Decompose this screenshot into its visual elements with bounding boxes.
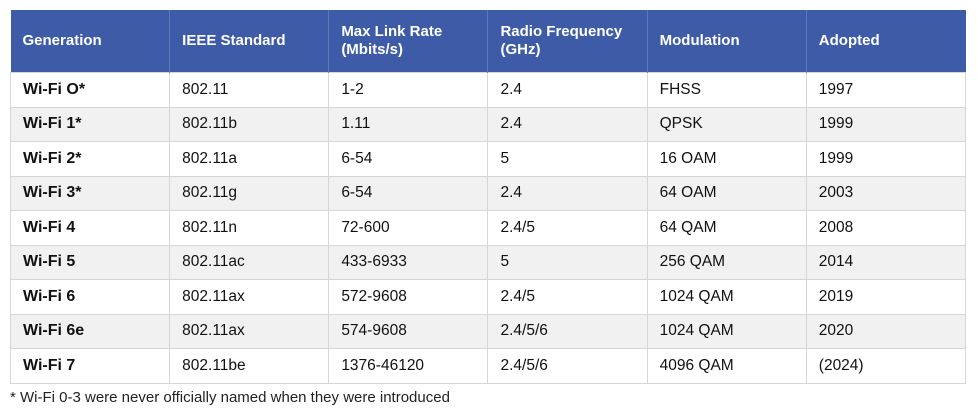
table-cell: 2.4 [487, 72, 648, 108]
table-cell: 1376-46120 [328, 348, 489, 384]
table-cell: 2014 [805, 244, 967, 280]
table-cell: 802.11n [169, 210, 330, 246]
table-row: Wi-Fi 5 802.11ac 433-6933 5 256 QAM 2014 [9, 244, 967, 280]
table-cell: 72-600 [328, 210, 489, 246]
header-cell: Max Link Rate (Mbits/s) [328, 10, 488, 73]
table-cell: 2.4/5 [487, 279, 648, 315]
generation-cell: Wi-Fi 3* [9, 175, 171, 211]
table-cell: 1.11 [328, 106, 489, 142]
table-cell: 802.11g [169, 175, 330, 211]
table-cell: 2.4/5 [487, 210, 648, 246]
table-row: Wi-Fi O* 802.11 1-2 2.4 FHSS 1997 [9, 72, 967, 108]
table-cell: 1999 [805, 106, 967, 142]
table-cell: 2.4 [487, 175, 648, 211]
generation-cell: Wi-Fi O* [9, 72, 171, 108]
table-cell: 1-2 [328, 72, 489, 108]
wifi-table: Generation IEEE Standard Max Link Rate (Mb… [9, 10, 967, 384]
table-cell: 2008 [805, 210, 967, 246]
footnote: * Wi-Fi 0-3 were never officially named … [10, 389, 450, 406]
table-cell: 6-54 [328, 141, 489, 177]
header-cell: IEEE Standard [169, 10, 329, 73]
table-cell: 802.11be [169, 348, 330, 384]
table-cell: 433-6933 [328, 244, 489, 280]
header-cell: Adopted [805, 10, 966, 73]
table-cell: 1997 [805, 72, 967, 108]
table-cell: 802.11 [169, 72, 330, 108]
header-cell: Radio Frequency (GHz) [487, 10, 648, 73]
generation-cell: Wi-Fi 5 [9, 244, 171, 280]
table-row: Wi-Fi 6 802.11ax 572-9608 2.4/5 1024 QAM 2019 [9, 279, 967, 315]
table-cell: 572-9608 [328, 279, 489, 315]
table-cell: 2020 [805, 313, 967, 349]
table-cell: 574-9608 [328, 313, 489, 349]
table-row: Wi-Fi 1* 802.11b 1.11 2.4 QPSK 1999 [9, 106, 967, 142]
table-cell: 5 [487, 141, 648, 177]
header-cell: Generation [10, 10, 170, 73]
table-cell: 16 OAM [646, 141, 807, 177]
table-container: Generation IEEE Standard Max Link Rate (Mb… [9, 10, 967, 384]
header-cell: Modulation [646, 10, 807, 73]
table-row: Wi-Fi 6e 802.11ax 574-9608 2.4/5/6 1024 QAM 2… [9, 313, 967, 349]
table-cell: FHSS [646, 72, 807, 108]
table-cell: 1024 QAM [646, 313, 807, 349]
table-cell: 5 [487, 244, 648, 280]
table-cell: 802.11ax [169, 279, 330, 315]
table-body: Wi-Fi O* 802.11 1-2 2.4 FHSS 1997 Wi-Fi 1* 802.… [9, 72, 967, 384]
header-row: Generation IEEE Standard Max Link Rate (Mb… [10, 10, 966, 73]
table-row: Wi-Fi 4 802.11n 72-600 2.4/5 64 QAM 2008 [9, 210, 967, 246]
table-cell: 802.11ac [169, 244, 330, 280]
table-cell: 2.4/5/6 [487, 313, 648, 349]
table-cell: 64 OAM [646, 175, 807, 211]
table-cell: 4096 QAM [646, 348, 807, 384]
table-row: Wi-Fi 7 802.11be 1376-46120 2.4/5/6 4096 QAM… [9, 348, 967, 384]
table-row: Wi-Fi 3* 802.11g 6-54 2.4 64 OAM 2003 [9, 175, 967, 211]
table-cell: (2024) [805, 348, 967, 384]
table-cell: 256 QAM [646, 244, 807, 280]
generation-cell: Wi-Fi 6e [9, 313, 171, 349]
table-cell: 802.11a [169, 141, 330, 177]
generation-cell: Wi-Fi 1* [9, 106, 171, 142]
table-cell: 2.4 [487, 106, 648, 142]
generation-cell: Wi-Fi 6 [9, 279, 171, 315]
table-cell: 1999 [805, 141, 967, 177]
table-cell: 6-54 [328, 175, 489, 211]
generation-cell: Wi-Fi 7 [9, 348, 171, 384]
table-cell: 2019 [805, 279, 967, 315]
table-cell: 802.11b [169, 106, 330, 142]
table-cell: 64 QAM [646, 210, 807, 246]
table-cell: 802.11ax [169, 313, 330, 349]
table-cell: 2.4/5/6 [487, 348, 648, 384]
table-cell: QPSK [646, 106, 807, 142]
table-cell: 1024 QAM [646, 279, 807, 315]
table-cell: 2003 [805, 175, 967, 211]
generation-cell: Wi-Fi 4 [9, 210, 171, 246]
generation-cell: Wi-Fi 2* [9, 141, 171, 177]
table-row: Wi-Fi 2* 802.11a 6-54 5 16 OAM 1999 [9, 141, 967, 177]
